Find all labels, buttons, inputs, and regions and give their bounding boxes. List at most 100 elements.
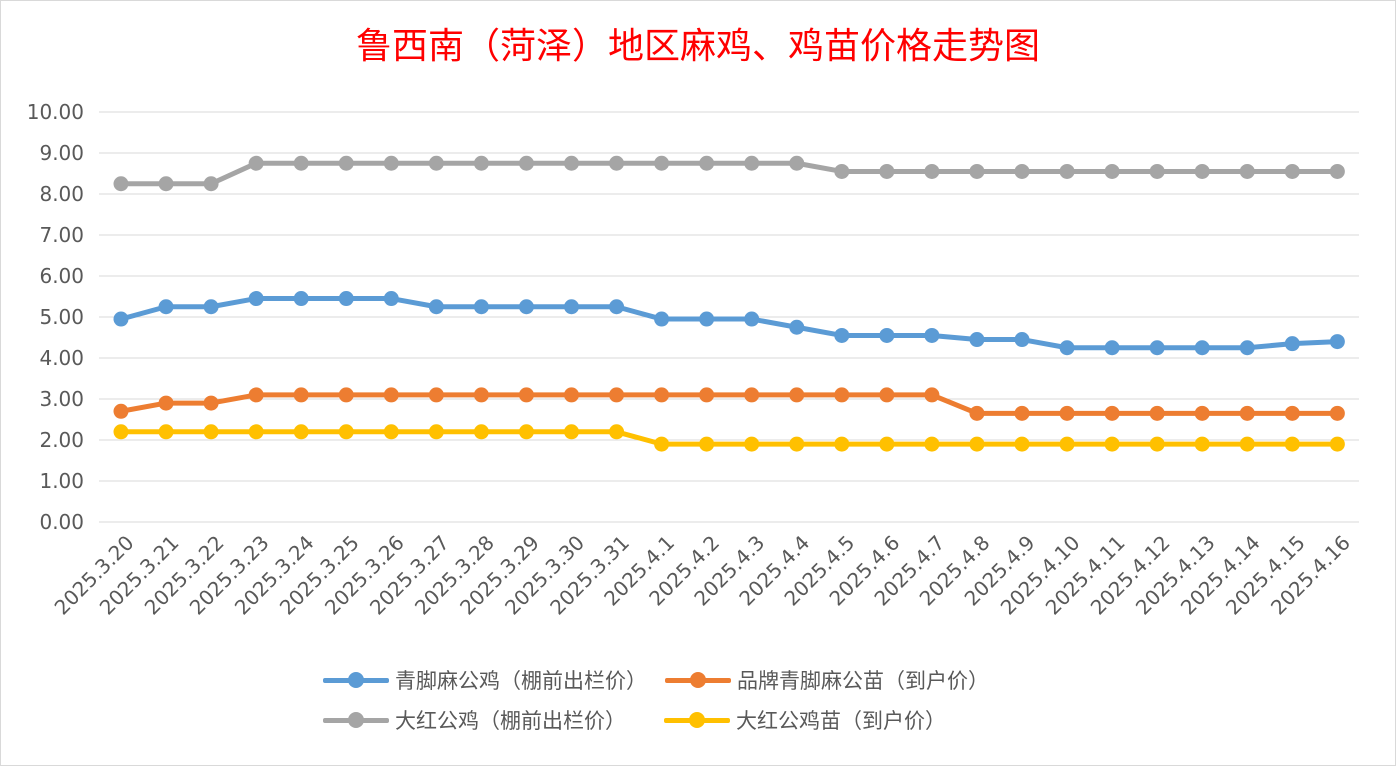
data-point[interactable] (564, 387, 579, 403)
data-point[interactable] (248, 424, 264, 440)
data-point[interactable] (744, 387, 760, 403)
data-point[interactable] (473, 299, 489, 315)
data-point[interactable] (158, 299, 174, 315)
data-point[interactable] (879, 387, 895, 403)
data-point[interactable] (1059, 405, 1075, 421)
data-point[interactable] (338, 155, 354, 171)
data-point[interactable] (744, 155, 760, 171)
data-point[interactable] (338, 291, 354, 307)
data-point[interactable] (1104, 405, 1120, 421)
data-point[interactable] (564, 155, 579, 171)
data-point[interactable] (699, 311, 715, 327)
data-point[interactable] (293, 424, 309, 440)
data-point[interactable] (924, 436, 940, 452)
data-point[interactable] (1059, 436, 1075, 452)
data-point[interactable] (564, 299, 579, 315)
data-point[interactable] (158, 424, 174, 440)
data-point[interactable] (564, 424, 579, 440)
data-point[interactable] (428, 387, 444, 403)
data-point[interactable] (789, 387, 805, 403)
data-point[interactable] (1059, 340, 1075, 356)
data-point[interactable] (834, 387, 850, 403)
data-point[interactable] (879, 327, 895, 343)
data-point[interactable] (203, 176, 219, 192)
data-point[interactable] (113, 311, 129, 327)
data-point[interactable] (1194, 340, 1210, 356)
data-point[interactable] (924, 163, 940, 179)
data-point[interactable] (834, 327, 850, 343)
data-point[interactable] (248, 155, 264, 171)
data-point[interactable] (834, 163, 850, 179)
data-point[interactable] (518, 155, 534, 171)
data-point[interactable] (879, 163, 895, 179)
data-point[interactable] (1194, 436, 1210, 452)
data-point[interactable] (609, 387, 625, 403)
data-point[interactable] (1329, 405, 1345, 421)
data-point[interactable] (744, 436, 760, 452)
data-point[interactable] (518, 299, 534, 315)
data-point[interactable] (1284, 336, 1300, 352)
data-point[interactable] (158, 395, 174, 411)
data-point[interactable] (789, 319, 805, 335)
data-point[interactable] (654, 436, 670, 452)
data-point[interactable] (1104, 163, 1120, 179)
data-point[interactable] (383, 387, 399, 403)
data-point[interactable] (789, 436, 805, 452)
data-point[interactable] (1104, 436, 1120, 452)
data-point[interactable] (383, 424, 399, 440)
data-point[interactable] (293, 155, 309, 171)
data-point[interactable] (1104, 340, 1120, 356)
data-point[interactable] (1194, 163, 1210, 179)
data-point[interactable] (428, 155, 444, 171)
data-point[interactable] (654, 311, 670, 327)
data-point[interactable] (248, 387, 264, 403)
data-point[interactable] (1014, 332, 1030, 348)
data-point[interactable] (969, 332, 985, 348)
data-point[interactable] (383, 291, 399, 307)
data-point[interactable] (1284, 163, 1300, 179)
data-point[interactable] (654, 155, 670, 171)
data-point[interactable] (924, 387, 940, 403)
data-point[interactable] (699, 155, 715, 171)
data-point[interactable] (113, 424, 129, 440)
data-point[interactable] (1329, 163, 1345, 179)
data-point[interactable] (203, 424, 219, 440)
data-point[interactable] (383, 155, 399, 171)
data-point[interactable] (699, 436, 715, 452)
data-point[interactable] (1059, 163, 1075, 179)
data-point[interactable] (1014, 163, 1030, 179)
data-point[interactable] (113, 403, 129, 419)
data-point[interactable] (1149, 436, 1165, 452)
data-point[interactable] (473, 424, 489, 440)
data-point[interactable] (789, 155, 805, 171)
data-point[interactable] (654, 387, 670, 403)
data-point[interactable] (1284, 405, 1300, 421)
data-point[interactable] (834, 436, 850, 452)
data-point[interactable] (699, 387, 715, 403)
data-point[interactable] (609, 424, 625, 440)
data-point[interactable] (113, 176, 129, 192)
data-point[interactable] (203, 395, 219, 411)
data-point[interactable] (338, 424, 354, 440)
data-point[interactable] (1149, 340, 1165, 356)
data-point[interactable] (293, 291, 309, 307)
data-point[interactable] (969, 163, 985, 179)
data-point[interactable] (609, 299, 625, 315)
data-point[interactable] (1014, 436, 1030, 452)
data-point[interactable] (338, 387, 354, 403)
data-point[interactable] (1284, 436, 1300, 452)
data-point[interactable] (1329, 436, 1345, 452)
data-point[interactable] (248, 291, 264, 307)
data-point[interactable] (428, 424, 444, 440)
data-point[interactable] (473, 155, 489, 171)
data-point[interactable] (1239, 436, 1255, 452)
data-point[interactable] (1239, 340, 1255, 356)
data-point[interactable] (203, 299, 219, 315)
data-point[interactable] (1149, 405, 1165, 421)
data-point[interactable] (158, 176, 174, 192)
data-point[interactable] (969, 436, 985, 452)
data-point[interactable] (969, 405, 985, 421)
legend-item-red-chick[interactable]: 大红公鸡苗（到户价） (664, 705, 946, 735)
legend-item-qingjiao-rooster[interactable]: 青脚麻公鸡（棚前出栏价） (323, 665, 647, 695)
data-point[interactable] (473, 387, 489, 403)
